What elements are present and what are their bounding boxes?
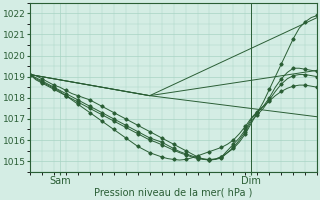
X-axis label: Pression niveau de la mer( hPa ): Pression niveau de la mer( hPa ) bbox=[94, 187, 253, 197]
